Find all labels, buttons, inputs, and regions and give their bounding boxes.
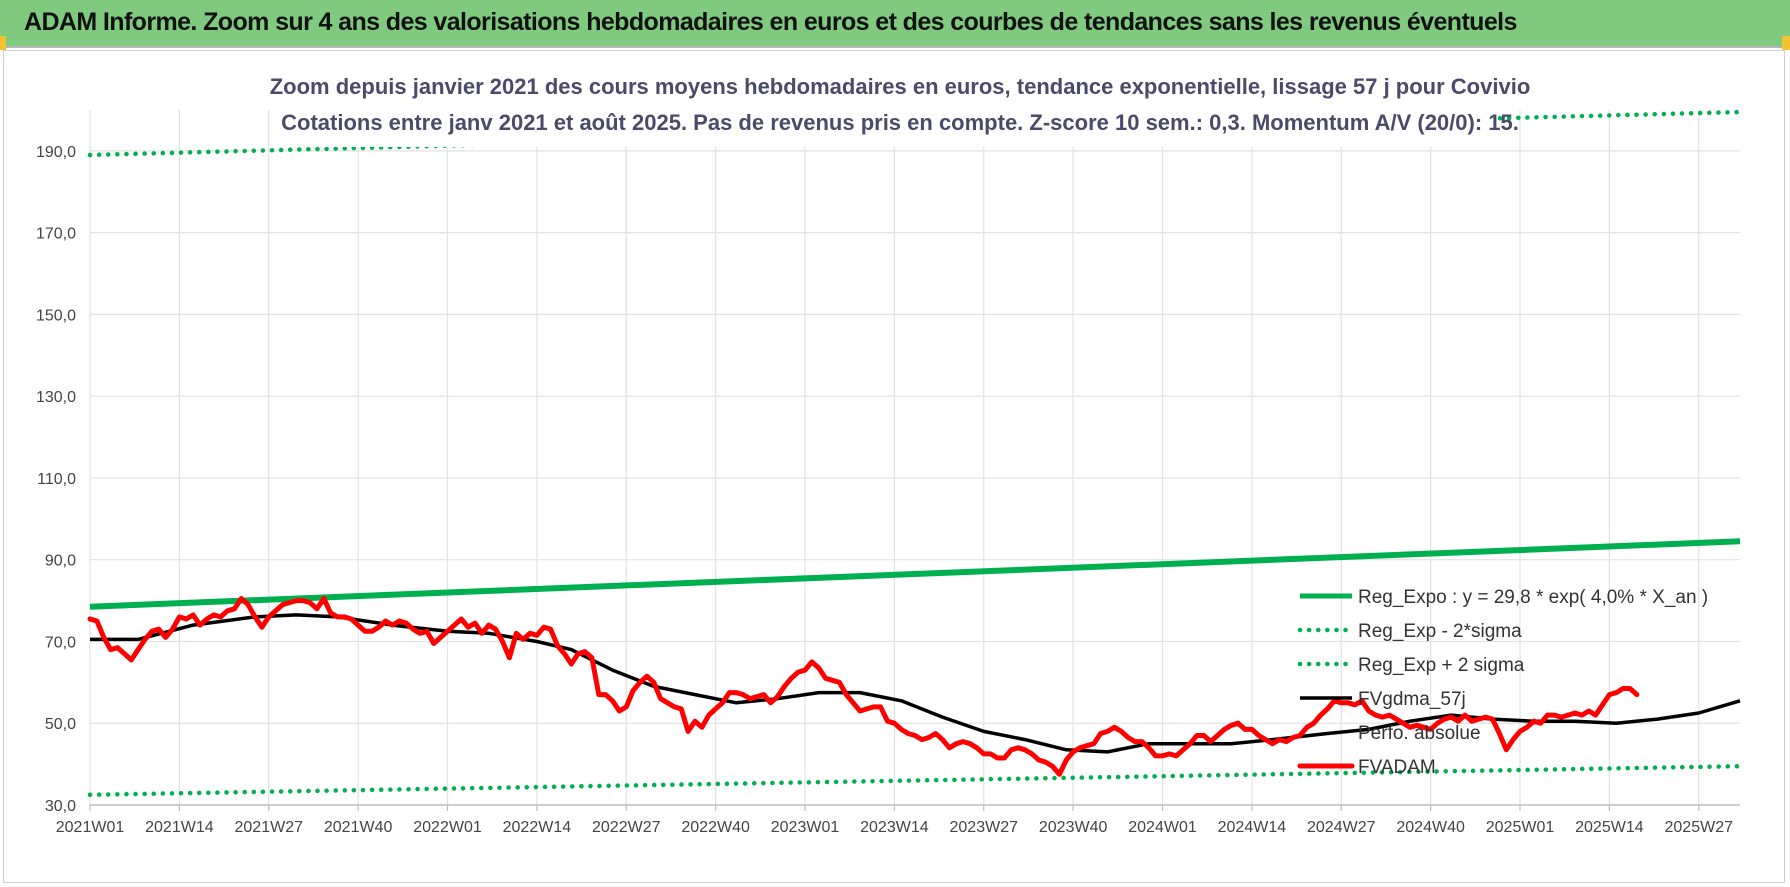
y-tick-label: 90,0 [45,553,76,570]
series-layer [87,109,1743,798]
x-tick-label: 2024W27 [1307,819,1376,836]
series-0-line [89,538,1741,610]
x-tick-label: 2023W01 [771,819,840,836]
series-5-line [87,596,1640,777]
header-bar: ADAM Informe. Zoom sur 4 ans des valoris… [0,0,1790,48]
chart-frame [3,50,1785,883]
x-tick-label: 2023W14 [860,819,929,836]
y-tick-label: 70,0 [45,634,76,651]
x-tick-label: 2021W27 [235,819,304,836]
y-tick-label: 150,0 [36,307,76,324]
legend: Reg_Expo : y = 29,8 * exp( 4,0% * X_an )… [1297,587,1708,778]
x-tick-label: 2022W40 [681,819,750,836]
y-tick-label: 50,0 [45,716,76,733]
x-tick-label: 2025W27 [1665,819,1734,836]
subtitle-box [305,65,1495,147]
series-1-line [87,763,1743,798]
legend-entry-4: Perfo. absolue [1358,723,1481,744]
legend-entry-2: Reg_Exp + 2 sigma [1358,655,1525,676]
legend-entry-3: FVgdma_57j [1358,689,1466,710]
y-axis: 30,0 50,0 70,0 90,0 110,0 130,0 150,0 170,0 190,… [36,144,76,815]
x-tick-label: 2024W01 [1128,819,1197,836]
y-tick-label: 30,0 [45,798,76,815]
x-tick-label: 2023W40 [1039,819,1108,836]
legend-entry-5: FVADAM [1358,757,1436,778]
header-title: ADAM Informe. Zoom sur 4 ans des valoris… [24,8,1517,36]
legend-entry-1: Reg_Exp - 2*sigma [1358,621,1522,642]
x-tick-label: 2022W14 [503,819,572,836]
x-tick-label: 2022W01 [413,819,482,836]
x-tick-label: 2025W14 [1575,819,1644,836]
y-tick-label: 110,0 [37,471,76,488]
accent-left [0,36,6,50]
legend-entry-0: Reg_Expo : y = 29,8 * exp( 4,0% * X_an ) [1358,587,1708,608]
y-tick-label: 190,0 [36,144,76,161]
y-tick-label: 130,0 [36,389,76,406]
x-tick-label: 2021W40 [324,819,393,836]
x-tick-label: 2023W27 [950,819,1019,836]
x-tick-label: 2022W27 [592,819,661,836]
x-tick-label: 2021W01 [56,819,125,836]
x-tick-label: 2021W14 [145,819,214,836]
chart-title-line-1: Zoom depuis janvier 2021 des cours moyen… [270,74,1531,99]
x-tick-label: 2025W01 [1486,819,1555,836]
x-tick-label: 2024W40 [1396,819,1465,836]
grid [89,110,1740,806]
chart-title-line-2: Cotations entre janv 2021 et août 2025. … [281,110,1519,135]
accent-right [1782,36,1790,50]
x-axis: 2021W01 2021W14 2021W27 2021W40 2022W01 2022W… [56,804,1740,836]
x-tick-label: 2024W14 [1218,819,1287,836]
y-tick-label: 170,0 [36,226,76,243]
